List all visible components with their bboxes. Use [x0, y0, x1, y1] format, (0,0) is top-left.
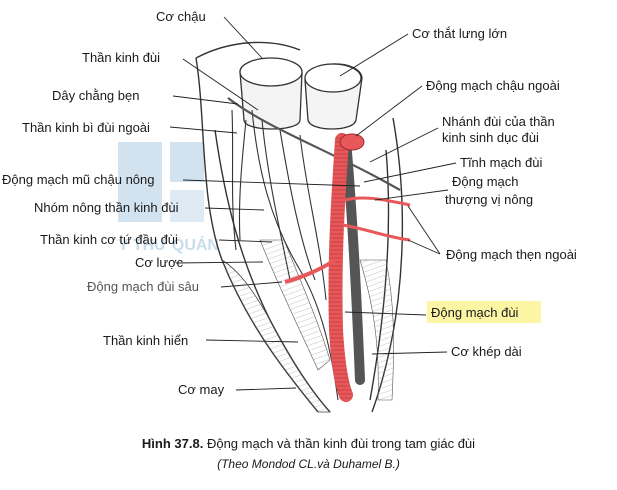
label-co-luoc: Cơ lược	[135, 255, 184, 270]
label-dong-mach-then-ngoai: Động mạch thẹn ngoài	[446, 247, 577, 262]
label-tinh-mach-dui: Tĩnh mạch đùi	[460, 155, 543, 170]
watermark-logo	[118, 142, 204, 222]
label-co-may: Cơ may	[178, 382, 225, 397]
pectineus-muscle	[259, 239, 331, 371]
label-co-that-lung-lon: Cơ thắt lưng lớn	[412, 26, 508, 41]
label-dong-mach-chau-ngoai: Động mạch chậu ngoài	[426, 78, 560, 93]
label-than-kinh-dui: Thần kinh đùi	[82, 50, 161, 65]
label-dm-thuong-vi-line1: Động mạch	[452, 174, 519, 189]
watermark-text: Y THƯ QUÁN	[118, 235, 219, 254]
label-co-chau: Cơ chậu	[156, 9, 206, 24]
femoral-vein	[341, 135, 365, 385]
figure-source: (Theo Mondod CL.và Duhamel B.)	[217, 457, 400, 471]
iliopsoas-muscles	[239, 57, 363, 130]
label-nhanh-dui-line2: kinh sinh dục đùi	[442, 130, 539, 145]
label-co-khep-dai: Cơ khép dài	[451, 344, 522, 359]
figure-number: Hình 37.8.	[141, 436, 204, 451]
label-nhanh-dui-line1: Nhánh đùi của thần	[442, 114, 555, 129]
sartorius-muscle	[221, 259, 331, 413]
label-dong-mach-mu-chau-nong: Động mạch mũ chậu nông	[2, 172, 155, 187]
label-dong-mach-dui: Động mạch đùi	[431, 305, 519, 320]
label-day-chang-ben: Dây chằng bẹn	[52, 88, 140, 103]
figure-title: Động mạch và thần kinh đùi trong tam giá…	[203, 436, 476, 451]
inguinal-ligament	[227, 97, 401, 191]
highlight-femoral-artery	[427, 301, 541, 323]
figure-caption: Hình 37.8. Động mạch và thần kinh đùi tr…	[0, 436, 617, 451]
label-than-kinh-co-tu-dau-dui: Thần kinh cơ tứ đầu đùi	[40, 232, 178, 247]
label-nhom-nong-than-kinh-dui: Nhóm nông thần kinh đùi	[34, 200, 179, 215]
label-than-kinh-hien: Thần kinh hiển	[103, 333, 189, 348]
label-dm-thuong-vi-line2: thượng vị nông	[445, 192, 534, 207]
adductor-longus-muscle	[359, 259, 394, 401]
label-dong-mach-dui-sau: Động mạch đùi sâu	[87, 279, 200, 294]
leader-lines	[169, 16, 457, 391]
nerve-branches	[231, 109, 339, 401]
label-than-kinh-bi-dui-ngoai: Thần kinh bì đùi ngoài	[22, 120, 150, 135]
